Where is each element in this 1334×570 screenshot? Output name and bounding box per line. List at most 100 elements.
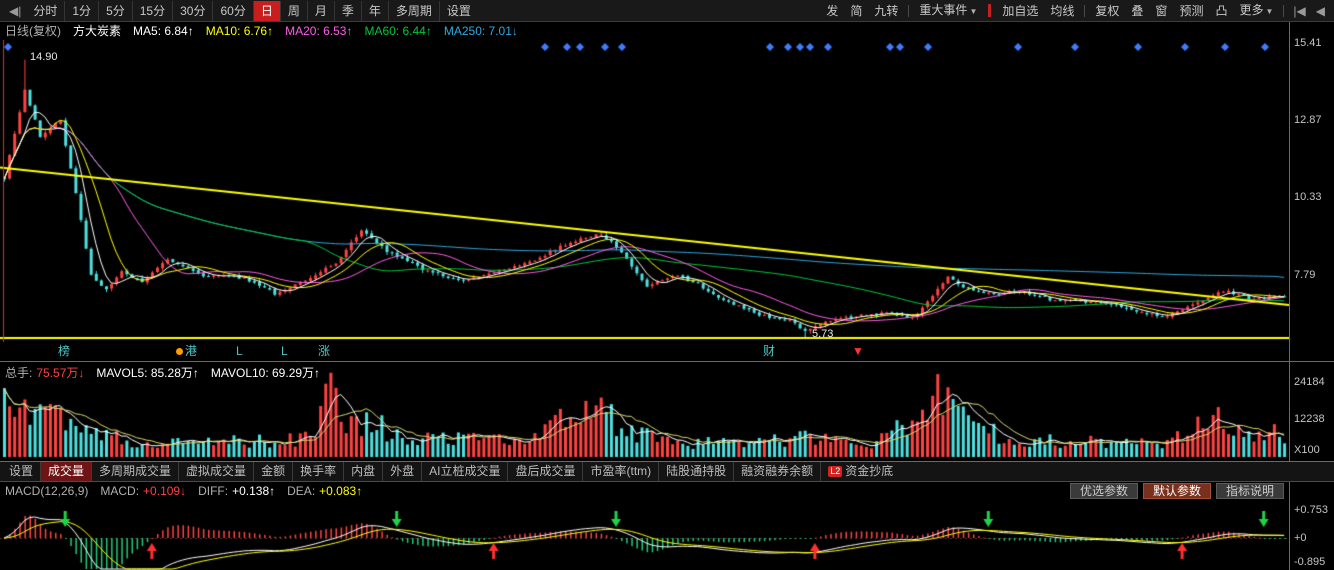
- macd-title: MACD(12,26,9): [5, 484, 89, 498]
- ma5-value: MA5: 6.84↑: [133, 24, 194, 38]
- adjust-price-button[interactable]: 复权: [1095, 3, 1120, 18]
- mavol10-value: MAVOL10: 69.29万↑: [210, 366, 321, 380]
- nine-turn-button[interactable]: 九转: [874, 3, 899, 18]
- period-tab-multi[interactable]: 多周期: [387, 0, 439, 21]
- volume-unit-label: X100: [1294, 444, 1320, 456]
- period-tab-yearly[interactable]: 年: [360, 0, 388, 21]
- low-price-label: 5.73: [812, 328, 834, 340]
- main-chart-panel: 日线(复权) 方大炭素 MA5: 6.84↑ MA10: 6.76↑ MA20:…: [0, 22, 1334, 362]
- period-tab-timeshare[interactable]: 分时: [33, 3, 58, 18]
- macd-tick: -0.895: [1294, 556, 1326, 568]
- period-settings-button[interactable]: 设置: [438, 0, 478, 21]
- chevron-down-icon: ▼: [969, 6, 978, 16]
- main-chart-header: 日线(复权) 方大炭素 MA5: 6.84↑ MA10: 6.76↑ MA20:…: [0, 22, 518, 40]
- mavol5-value: MAVOL5: 85.28万↑: [96, 366, 199, 380]
- tab-settings[interactable]: 设置: [9, 464, 34, 478]
- period-tab-weekly[interactable]: 周: [279, 0, 307, 21]
- tab-margin-balance[interactable]: 融资融券余额: [733, 462, 820, 481]
- volume-axis: 24184 12238 X100: [1289, 362, 1334, 461]
- more-dropdown[interactable]: 更多 ▼: [1239, 2, 1274, 17]
- tab-after-hours-volume[interactable]: 盘后成交量: [507, 462, 582, 481]
- price-tick: 10.33: [1294, 191, 1322, 203]
- dea-label: DEA:: [287, 484, 316, 498]
- collapse-left-icon[interactable]: ◀|: [9, 3, 22, 18]
- chart-tag[interactable]: L: [236, 344, 243, 358]
- price-tick: 15.41: [1294, 37, 1322, 49]
- chart-tag-row: 榜 港 L L 涨 财 ▼: [0, 342, 1289, 361]
- indicator-help-button[interactable]: 指标说明: [1215, 483, 1284, 499]
- macd-canvas[interactable]: [0, 500, 1289, 570]
- tab-northbound-holdings[interactable]: 陆股通持股: [658, 462, 733, 481]
- tab-virtual-volume[interactable]: 虚拟成交量: [178, 462, 253, 481]
- volume-tick: 24184: [1294, 376, 1325, 388]
- tab-fund-bottom-fishing[interactable]: L2 资金抄底: [820, 462, 900, 481]
- popout-button[interactable]: 凸: [1215, 3, 1228, 18]
- nav-prev-icon[interactable]: ◀: [1315, 3, 1325, 18]
- tab-outer-volume[interactable]: 外盘: [382, 462, 421, 481]
- simplified-button[interactable]: 简: [850, 3, 863, 18]
- macd-tick: +0.753: [1294, 504, 1328, 516]
- chart-tag[interactable]: L: [281, 344, 288, 358]
- period-tab-quarterly[interactable]: 季: [333, 0, 361, 21]
- tab-amount[interactable]: 金额: [253, 462, 292, 481]
- volume-label: 总手:: [5, 366, 33, 380]
- tag-dot-icon: [176, 348, 183, 355]
- macd-tick: +0: [1294, 532, 1307, 544]
- chevron-down-icon: ▼: [1265, 6, 1274, 16]
- chart-tag[interactable]: 财: [763, 344, 776, 358]
- nav-first-icon[interactable]: |◀: [1293, 3, 1306, 18]
- publish-button[interactable]: 发: [826, 3, 839, 18]
- volume-value: 75.57万↓: [36, 366, 85, 380]
- price-tick: 12.87: [1294, 114, 1322, 126]
- tab-ai-volume[interactable]: AI立桩成交量: [421, 462, 507, 481]
- period-tab-15min[interactable]: 15分: [131, 0, 172, 21]
- dea-value: +0.083↑: [319, 484, 363, 498]
- period-tab-monthly[interactable]: 月: [306, 0, 334, 21]
- candlestick-canvas[interactable]: [0, 40, 1289, 342]
- period-tab-daily[interactable]: 日: [252, 0, 280, 21]
- tab-pe-ttm[interactable]: 市盈率(ttm): [582, 462, 658, 481]
- chart-tag[interactable]: ▼: [852, 344, 864, 358]
- volume-panel: 总手: 75.57万↓ MAVOL5: 85.28万↑ MAVOL10: 69.…: [0, 362, 1334, 462]
- tab-volume[interactable]: 成交量: [40, 462, 92, 481]
- symbol-name: 方大炭素: [73, 24, 122, 38]
- add-watchlist-button[interactable]: 加自选: [1002, 3, 1039, 18]
- ma10-value: MA10: 6.76↑: [205, 24, 274, 38]
- chart-tag[interactable]: 港: [176, 342, 197, 360]
- price-tick: 7.79: [1294, 269, 1316, 281]
- diff-value: +0.138↑: [232, 484, 276, 498]
- tab-turnover-rate[interactable]: 换手率: [292, 462, 343, 481]
- volume-canvas[interactable]: [0, 362, 1289, 461]
- macd-button-row: 优选参数 默认参数 指标说明: [1065, 483, 1284, 499]
- separator: [908, 4, 910, 17]
- optimize-params-button[interactable]: 优选参数: [1069, 483, 1138, 499]
- window-button[interactable]: 窗: [1155, 3, 1168, 18]
- macd-header: MACD(12,26,9) MACD: +0.109↓ DIFF: +0.138…: [0, 482, 362, 500]
- macd-axis: +0.753 +0 -0.895: [1289, 482, 1334, 570]
- period-tab-group: ◀| 分时 1分 5分 15分 30分 60分 日 周 月 季 年 多周期 设置: [4, 0, 478, 21]
- toolbar: ◀| 分时 1分 5分 15分 30分 60分 日 周 月 季 年 多周期 设置…: [0, 0, 1334, 22]
- period-tab-5min[interactable]: 5分: [98, 0, 132, 21]
- high-price-label: 14.90: [30, 51, 58, 63]
- macd-value: +0.109↓: [143, 484, 187, 498]
- tab-multi-period-volume[interactable]: 多周期成交量: [91, 462, 178, 481]
- tab-inner-volume[interactable]: 内盘: [343, 462, 382, 481]
- ma60-value: MA60: 6.44↑: [364, 24, 432, 38]
- ma250-value: MA250: 7.01↓: [443, 24, 518, 38]
- overlay-button[interactable]: 叠: [1131, 3, 1144, 18]
- chart-tag[interactable]: 榜: [58, 344, 71, 358]
- period-tab-30min[interactable]: 30分: [172, 0, 212, 21]
- ma-lines-button[interactable]: 均线: [1050, 3, 1075, 18]
- chart-tag[interactable]: 涨: [318, 344, 331, 358]
- macd-panel: MACD(12,26,9) MACD: +0.109↓ DIFF: +0.138…: [0, 482, 1334, 570]
- period-tab-60min[interactable]: 60分: [212, 0, 252, 21]
- macd-label: MACD:: [100, 484, 140, 498]
- separator: [1084, 4, 1086, 17]
- major-events-dropdown[interactable]: 重大事件 ▼: [919, 2, 978, 17]
- volume-header: 总手: 75.57万↓ MAVOL5: 85.28万↑ MAVOL10: 69.…: [0, 364, 320, 382]
- default-params-button[interactable]: 默认参数: [1142, 483, 1211, 499]
- forecast-button[interactable]: 预测: [1179, 3, 1204, 18]
- diff-label: DIFF:: [198, 484, 229, 498]
- period-tab-1min[interactable]: 1分: [64, 0, 98, 21]
